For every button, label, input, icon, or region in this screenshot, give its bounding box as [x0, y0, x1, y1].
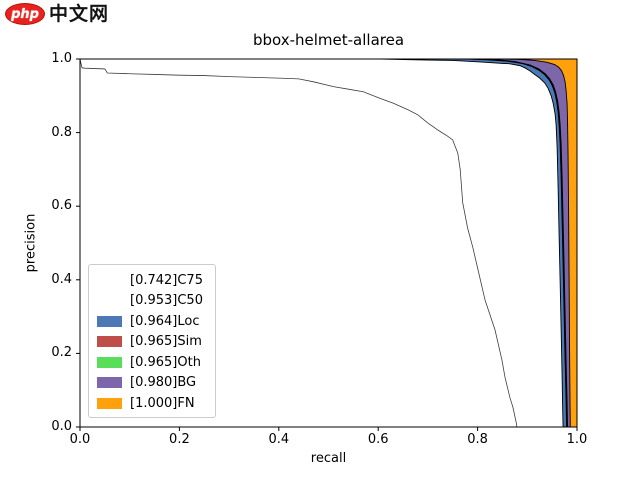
site-name: 中文网: [49, 2, 110, 25]
legend-swatch-loc: [97, 315, 122, 327]
y-tick-0.6: 0.6: [51, 198, 72, 214]
legend-swatch-c50: [97, 295, 122, 307]
y-tick-0.8: 0.8: [51, 124, 72, 140]
legend-label-oth: [0.965]Oth: [130, 354, 201, 370]
y-tick-0.2: 0.2: [51, 345, 72, 361]
legend-label-fn: [1.000]FN: [130, 395, 195, 411]
legend-item-c50: [0.953]C50: [97, 291, 215, 312]
legend-item-oth: [0.965]Oth: [97, 352, 215, 373]
y-tick-1.0: 1.0: [51, 51, 72, 66]
legend-swatch-fn: [97, 397, 122, 409]
legend-item-c75: [0.742]C75: [97, 270, 215, 291]
php-logo-text: php: [11, 6, 39, 22]
legend-label-c50: [0.953]C50: [130, 293, 203, 309]
legend-item-bg: [0.980]BG: [97, 373, 215, 394]
y-tick-0.0: 0.0: [51, 419, 72, 434]
legend-box: [0.742]C75 [0.953]C50 [0.964]Loc [0.965]…: [88, 264, 216, 418]
x-tick-0.0: 0.0: [69, 432, 91, 447]
x-tick-0.6: 0.6: [367, 432, 389, 447]
legend-label-loc: [0.964]Loc: [130, 313, 200, 329]
legend-swatch-oth: [97, 356, 122, 368]
legend-label-bg: [0.980]BG: [130, 375, 197, 391]
x-axis-label: recall: [310, 451, 347, 466]
legend-item-loc: [0.964]Loc: [97, 311, 215, 332]
x-tick-0.2: 0.2: [169, 432, 190, 447]
site-logo: php 中文网: [5, 3, 109, 25]
legend-label-c75: [0.742]C75: [130, 272, 203, 288]
legend-swatch-sim: [97, 336, 122, 348]
chart-title: bbox-helmet-allarea: [252, 31, 405, 49]
legend-item-fn: [1.000]FN: [97, 393, 215, 414]
x-tick-0.8: 0.8: [467, 432, 488, 447]
legend-swatch-bg: [97, 377, 122, 389]
php-logo-icon: php: [5, 3, 45, 25]
legend-label-sim: [0.965]Sim: [130, 334, 202, 350]
x-tick-1.0: 1.0: [566, 432, 588, 447]
x-tick-0.4: 0.4: [268, 432, 290, 447]
legend-swatch-c75: [97, 274, 122, 286]
legend-item-sim: [0.965]Sim: [97, 332, 215, 353]
y-tick-0.4: 0.4: [51, 271, 72, 287]
